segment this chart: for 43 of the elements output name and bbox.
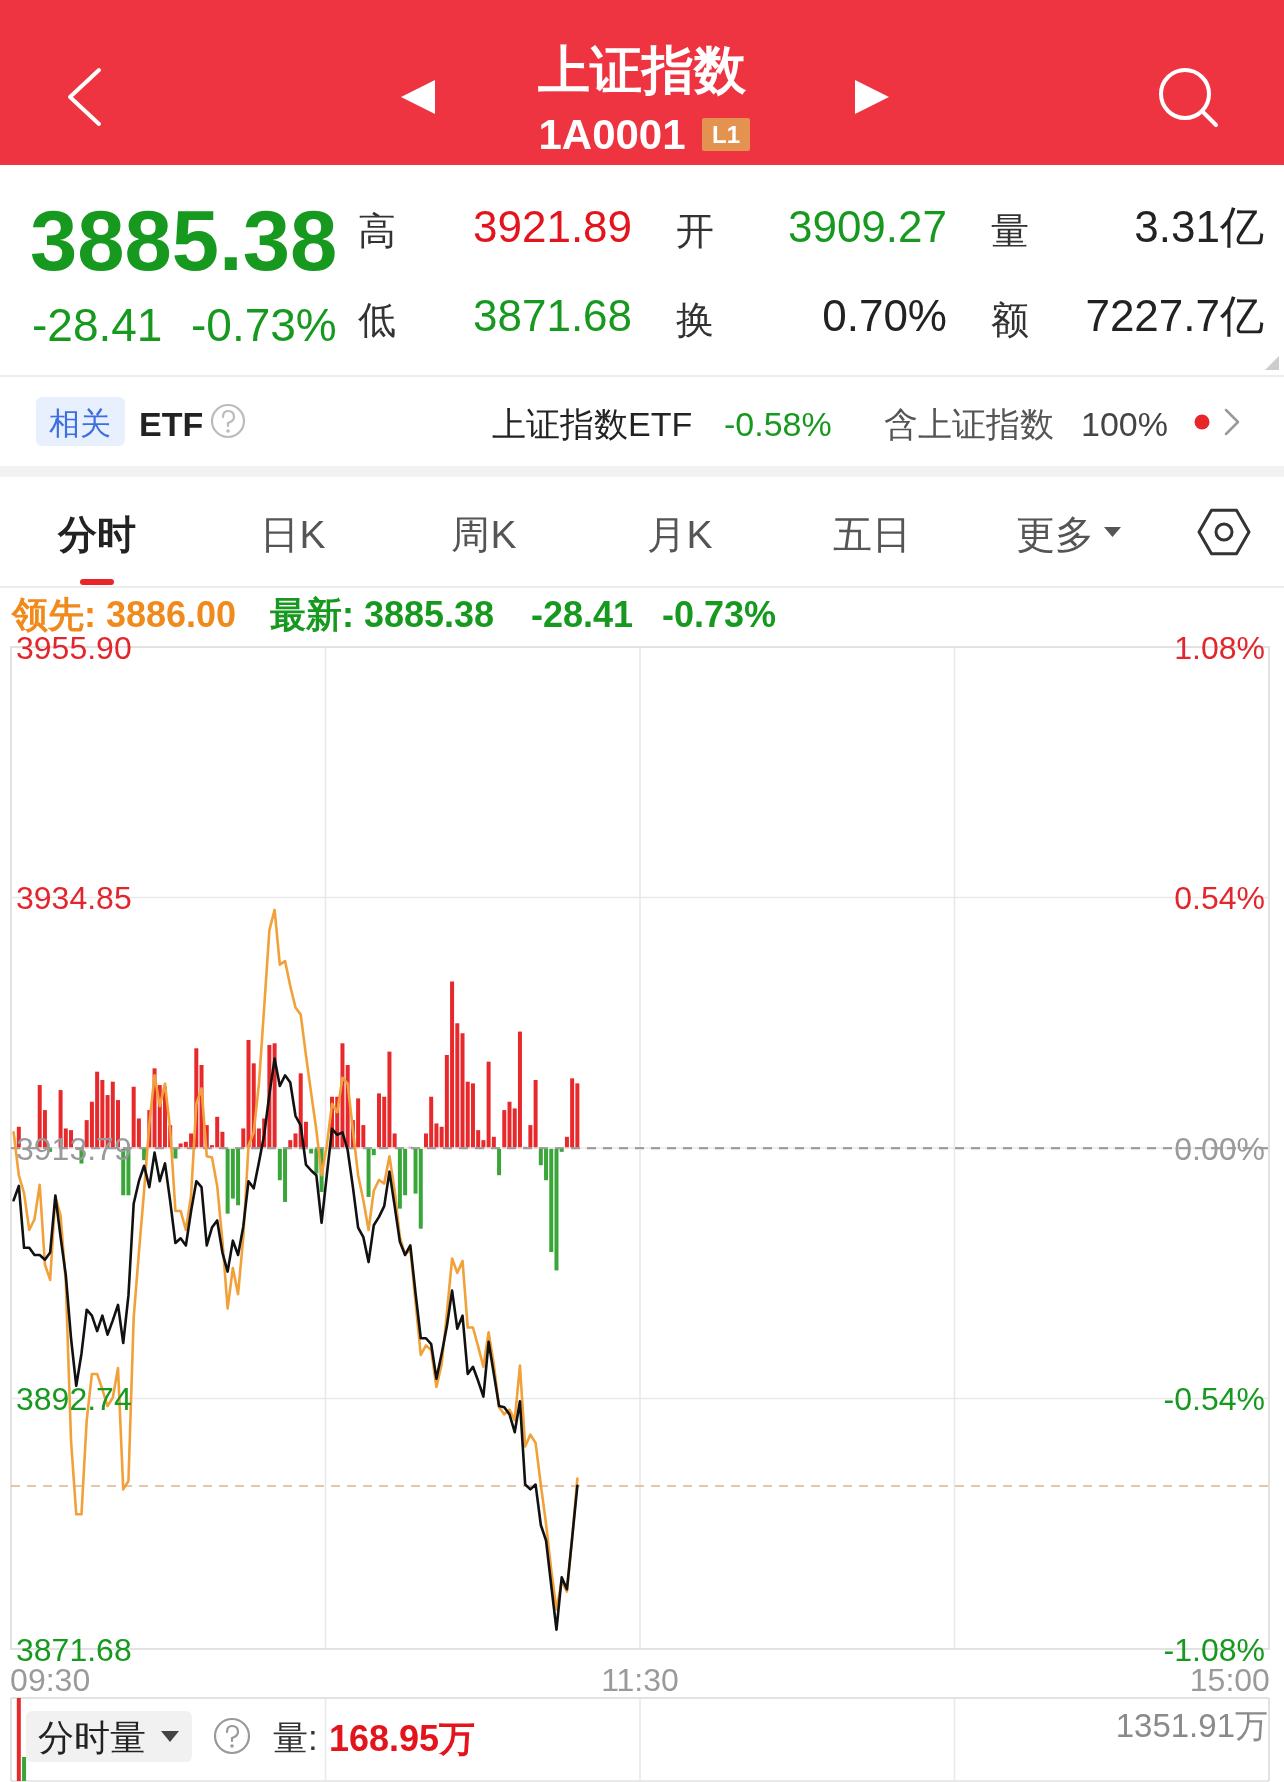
annotation: 1351.91万 — [1115, 1707, 1268, 1744]
text: 额 — [991, 299, 1029, 341]
text: 7227.7亿 — [1085, 291, 1264, 340]
text: 换 — [676, 299, 714, 341]
x-tick-label: 11:30 — [601, 1662, 679, 1698]
y2-tick-label: 0.54% — [1174, 880, 1265, 916]
y2-tick-label: 0.00% — [1174, 1130, 1265, 1167]
text: 1A0001 — [538, 111, 686, 158]
text: 开 — [676, 210, 714, 252]
text: ETF — [139, 405, 204, 443]
y2-tick-label: -0.54% — [1163, 1381, 1265, 1417]
text: 量 — [991, 210, 1029, 252]
annotation: 168.95万 — [329, 1718, 476, 1759]
text: 周K — [451, 513, 517, 556]
text: 月K — [647, 513, 713, 556]
text: 最新: 3885.38 — [270, 594, 495, 635]
text: 分时 — [57, 513, 136, 556]
text: -0.73% — [662, 594, 777, 635]
text: 五日 — [833, 513, 911, 556]
y2-tick-label: 1.08% — [1174, 629, 1265, 666]
y-tick-label: 3934.85 — [16, 879, 132, 916]
text: -28.41 — [32, 299, 163, 351]
text: 0.70% — [822, 291, 947, 340]
text: 3909.27 — [787, 202, 947, 251]
text: 上证指数ETF — [492, 405, 693, 443]
text: 分时量 — [38, 1717, 146, 1758]
text: 上证指数 — [538, 41, 747, 99]
text: -0.58% — [724, 405, 832, 443]
text: 高 — [358, 210, 396, 252]
text: 含上证指数 — [884, 405, 1054, 443]
text: 3871.68 — [473, 291, 633, 340]
text: L1 — [711, 121, 741, 148]
text: 100% — [1081, 405, 1168, 443]
text: -28.41 — [531, 594, 634, 635]
text: 相关 — [49, 406, 111, 441]
text: 日K — [260, 513, 326, 556]
annotation: 量: — [273, 1718, 318, 1757]
text: 3.31亿 — [1134, 202, 1264, 251]
text: 更多 — [1016, 513, 1094, 556]
text: 低 — [358, 299, 396, 341]
text: 3885.38 — [30, 193, 338, 288]
text: 3921.89 — [473, 202, 633, 251]
text: -0.73% — [191, 299, 337, 351]
